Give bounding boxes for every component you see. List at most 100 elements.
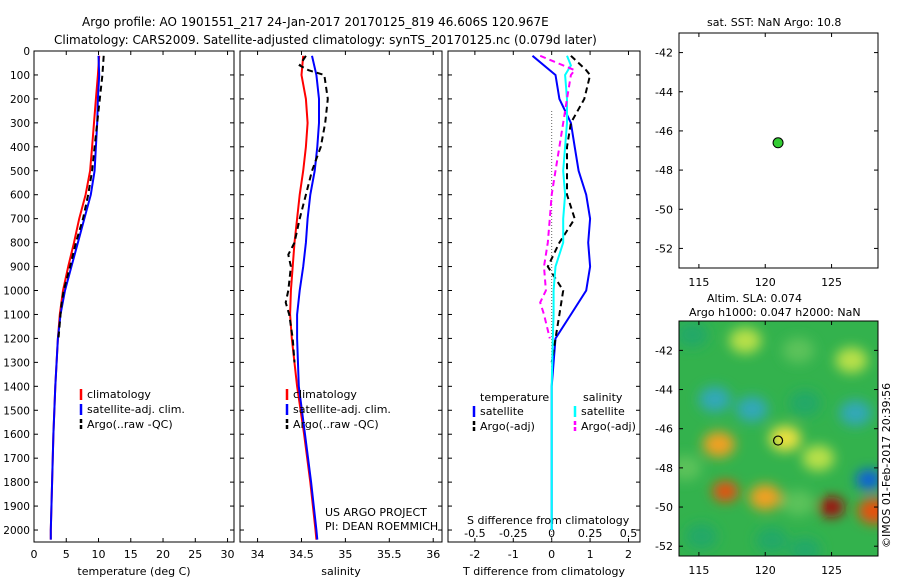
heatmap-cell — [782, 490, 815, 516]
series-line-climatology — [49, 55, 101, 540]
series-line-satellite-adj-clim- — [296, 55, 320, 540]
heatmap-cell — [839, 400, 872, 426]
xtick-label: 0 — [548, 548, 555, 561]
sla-map-ytick-label: -52 — [655, 540, 673, 553]
s-tick-label: -0.25 — [499, 527, 527, 540]
series-line-temperature-satellite — [531, 55, 592, 530]
x-axis-label: T difference from climatology — [462, 565, 625, 578]
xtick-label: 25 — [188, 548, 202, 561]
series-line-salinity-argo-adj- — [539, 54, 577, 339]
ytick-label: 1500 — [3, 405, 30, 417]
heatmap-cell — [789, 537, 822, 556]
xtick-label: -1 — [508, 548, 519, 561]
s-tick-label: 0.25 — [578, 527, 603, 540]
ytick-label: 100 — [10, 70, 30, 82]
series-line-climatology — [289, 55, 318, 540]
ytick-label: 500 — [10, 166, 30, 178]
heatmap-cell — [818, 496, 845, 518]
legend-label: climatology — [87, 388, 151, 401]
legend-label: satellite — [480, 405, 524, 418]
pi-label: PI: DEAN ROEMMICH — [325, 520, 438, 533]
ytick-label: 600 — [10, 190, 30, 202]
argo-position-marker — [772, 435, 784, 446]
sla-map-title-1: Altim. SLA: 0.074 — [707, 292, 802, 305]
ytick-label: 1800 — [3, 477, 30, 489]
xtick-label: 30 — [221, 548, 235, 561]
ytick-label: 1900 — [3, 501, 30, 513]
legend-label: climatology — [293, 388, 357, 401]
ytick-label: 200 — [10, 94, 30, 106]
heatmap-cell — [789, 390, 822, 417]
sla-map-title-2: Argo h1000: 0.047 h2000: NaN — [689, 306, 861, 319]
sst-map-ytick-label: -50 — [655, 203, 673, 216]
heatmap-cell — [679, 455, 702, 481]
sst-map-panel: 115 120 125 -42 -44 -46 -48 -50 -52 — [655, 32, 879, 289]
project-label: US ARGO PROJECT — [325, 506, 427, 519]
header-line-2: Climatology: CARS2009. Satellite-adjuste… — [54, 33, 597, 47]
s-tick-label: -0.5 — [464, 527, 485, 540]
legend-label: satellite — [581, 405, 625, 418]
legend-label: Argo(..raw -QC) — [293, 418, 379, 431]
ytick-label: 1400 — [3, 381, 30, 393]
ytick-label: 1100 — [3, 309, 30, 321]
series-line-argo-raw-qc- — [284, 55, 329, 363]
legend-label: Argo(-adj) — [581, 420, 636, 433]
heatmap-cell — [858, 498, 878, 524]
sla-map-xtick-label: 125 — [821, 564, 842, 577]
xtick-label: 10 — [92, 548, 106, 561]
ytick-label: 300 — [10, 118, 30, 130]
panel-frame-temperature — [33, 50, 235, 543]
legend-label: Argo(..raw -QC) — [87, 418, 173, 431]
xtick-label: 35.5 — [377, 548, 402, 561]
sla-map-xtick-label: 120 — [755, 564, 776, 577]
legend-label: satellite-adj. clim. — [87, 403, 185, 416]
sla-map-frame — [678, 320, 879, 557]
sst-map-ytick-label: -52 — [655, 242, 673, 255]
sst-map-ytick-label: -44 — [655, 86, 673, 99]
sla-map-ytick-label: -42 — [655, 344, 673, 357]
xtick-label: 15 — [124, 548, 138, 561]
legend-title: temperature — [480, 391, 549, 404]
heatmap-blobs — [679, 321, 878, 556]
series-line-argo-raw-qc- — [57, 55, 105, 339]
ytick-label: 800 — [10, 238, 30, 250]
heatmap-field — [679, 321, 878, 556]
ytick-label: 1600 — [3, 429, 30, 441]
sst-map-ytick-label: -42 — [655, 47, 673, 60]
ytick-label: 2000 — [3, 525, 30, 537]
heatmap-cell — [749, 484, 782, 511]
legend-label: Argo(-adj) — [480, 420, 535, 433]
heatmap-cell — [702, 431, 735, 458]
ytick-label: 1000 — [3, 286, 30, 298]
sla-map-ytick-label: -44 — [655, 384, 673, 397]
heatmap-cell — [735, 396, 768, 422]
panel-frame-difference — [447, 50, 641, 543]
x-axis-label: salinity — [321, 565, 361, 578]
ytick-label: 900 — [10, 262, 30, 274]
legend-title: salinity — [583, 391, 623, 404]
xtick-label: 1 — [587, 548, 594, 561]
heatmap-cell — [855, 469, 878, 491]
sla-map-panel: 115 120 125 -42 -44 -46 -48 -50 -52 — [655, 320, 879, 577]
ytick-label: 0 — [23, 46, 30, 58]
heatmap-cell — [729, 327, 762, 354]
legend-label: satellite-adj. clim. — [293, 403, 391, 416]
xtick-label: 35 — [338, 548, 352, 561]
sla-map-ytick-label: -46 — [655, 423, 673, 436]
series-line-salinity-satellite — [550, 55, 573, 530]
xtick-label: 34.5 — [289, 548, 314, 561]
s-diff-axis-label: S difference from climatology — [467, 514, 630, 527]
xtick-label: 34 — [251, 548, 265, 561]
xtick-label: 36 — [426, 548, 440, 561]
ytick-label: 400 — [10, 142, 30, 154]
heatmap-cell — [698, 386, 731, 413]
ytick-label: 1200 — [3, 333, 30, 345]
heatmap-cell — [835, 347, 868, 373]
heatmap-cell — [679, 321, 709, 348]
sst-map-xtick-label: 125 — [821, 276, 842, 289]
x-axis-label: temperature (deg C) — [77, 565, 190, 578]
heatmap-cell — [685, 523, 718, 550]
argo-position-marker — [772, 137, 784, 149]
panel-temperature: 0100200300400500600700800900100011001200… — [3, 46, 234, 578]
